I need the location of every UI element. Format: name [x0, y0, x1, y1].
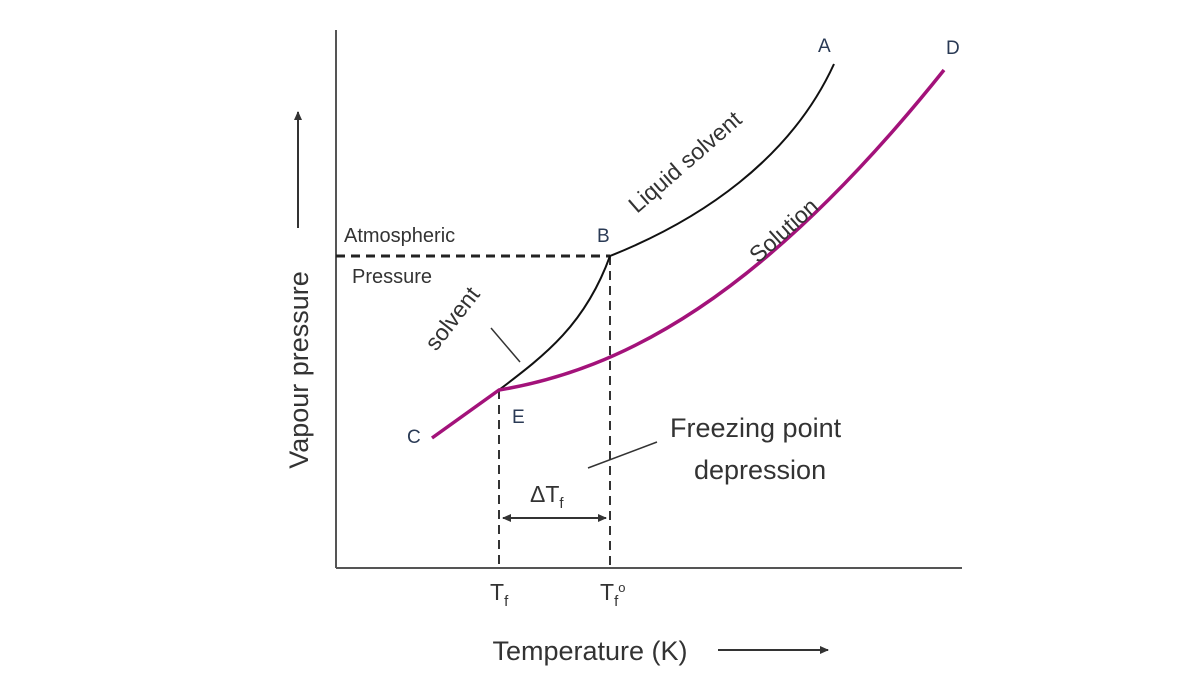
- point-e-label: E: [512, 407, 525, 428]
- solution-label: Solution: [744, 193, 823, 268]
- tick-tf-sub: f: [504, 593, 509, 610]
- tick-tf0-sup: o: [618, 580, 625, 595]
- delta-tf-label: ΔTf: [530, 481, 564, 512]
- solvent-leader-line: [490, 327, 521, 363]
- atmospheric-label-line2: Pressure: [352, 266, 432, 288]
- tick-tf0-main: T: [600, 579, 614, 605]
- tick-tf0-sub: f: [614, 593, 619, 610]
- tick-tf0-label: Tfo: [600, 579, 625, 610]
- delta-tf-sub: f: [559, 495, 564, 512]
- x-axis-label: Temperature (K): [492, 636, 687, 666]
- solid-solvent-label: solvent: [419, 281, 485, 355]
- annotation-line1: Freezing point: [670, 413, 842, 443]
- point-b-label: B: [597, 226, 610, 247]
- point-d-label: D: [946, 38, 960, 59]
- tick-tf-main: T: [490, 579, 504, 605]
- point-c-label: C: [407, 427, 421, 448]
- solid-solvent-curve: [498, 255, 611, 391]
- annotation-line2: depression: [694, 455, 826, 485]
- delta-tf-main: ΔT: [530, 481, 559, 507]
- y-axis-label: Vapour pressure: [284, 271, 314, 469]
- liquid-solvent-curve: [609, 63, 835, 257]
- point-a-label: A: [818, 36, 831, 57]
- atmospheric-label-line1: Atmospheric: [344, 225, 455, 247]
- annotation-leader-line: [587, 441, 658, 469]
- tick-tf-label: Tf: [490, 579, 509, 610]
- liquid-solvent-label: Liquid solvent: [623, 105, 747, 217]
- solution-curve: [430, 68, 946, 440]
